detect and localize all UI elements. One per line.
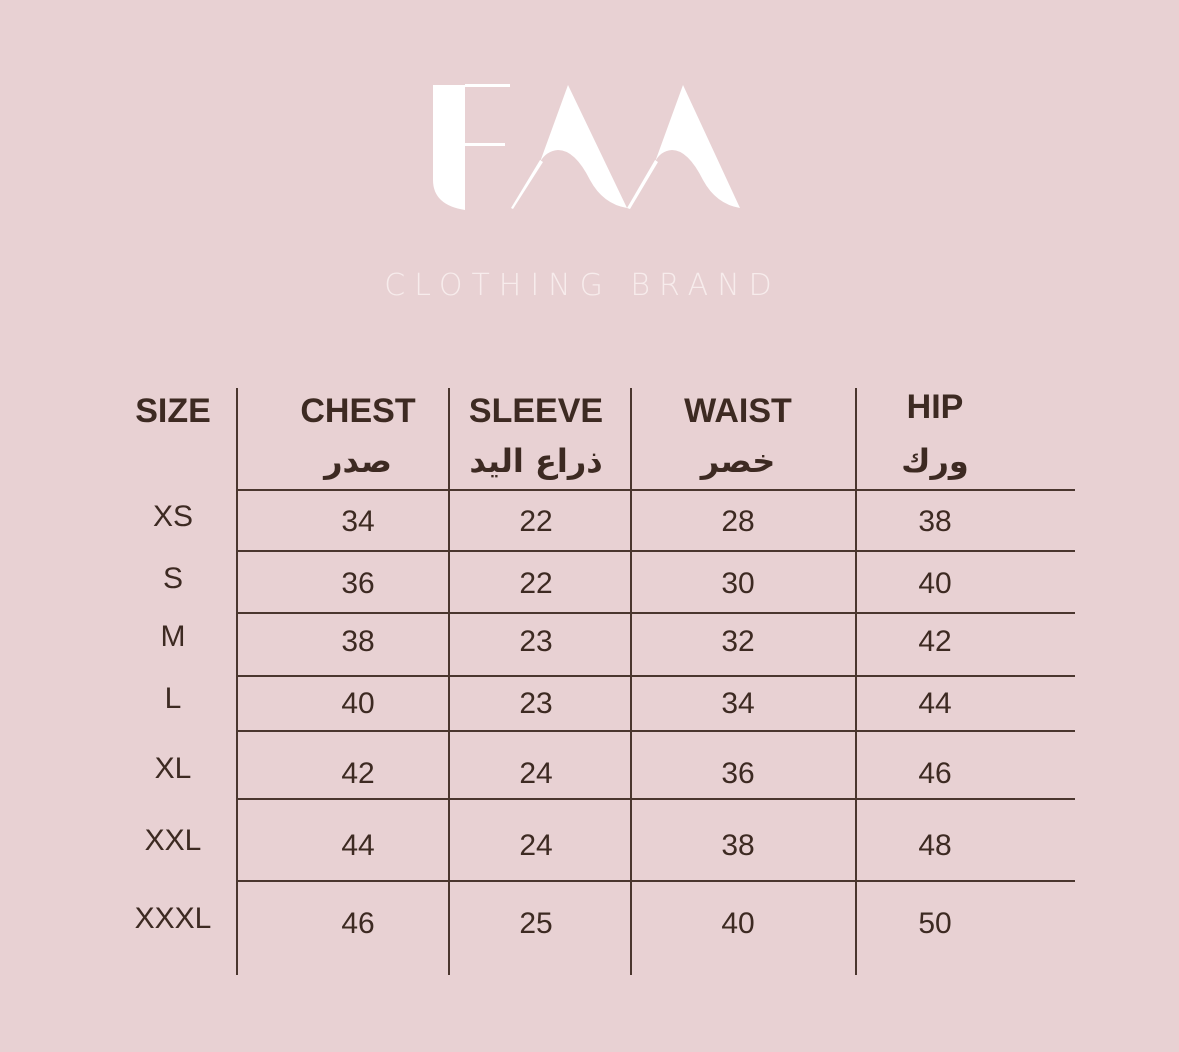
measurement-cell: 23 — [519, 687, 553, 720]
measurement-cell: 34 — [721, 687, 755, 720]
measurement-cell: 30 — [721, 567, 755, 600]
measurement-cell: 28 — [721, 505, 755, 538]
measurement-cell: 22 — [519, 505, 553, 538]
column-divider — [630, 388, 632, 975]
measurement-cell: 44 — [918, 687, 952, 720]
measurement-cell: 24 — [519, 829, 553, 862]
column-divider — [855, 388, 857, 975]
measurement-cell: 32 — [721, 625, 755, 658]
row-divider — [237, 880, 1075, 882]
row-divider — [237, 612, 1075, 614]
measurement-cell: 48 — [918, 829, 952, 862]
header-chest: CHEST — [300, 392, 416, 430]
measurement-cell: 36 — [721, 757, 755, 790]
measurement-cell: 34 — [341, 505, 375, 538]
row-divider — [237, 675, 1075, 677]
header-arabic-waist: خصر — [700, 442, 776, 480]
measurement-cell: 40 — [341, 687, 375, 720]
size-label: XS — [152, 500, 194, 533]
column-divider — [448, 388, 450, 975]
measurement-cell: 42 — [918, 625, 952, 658]
row-divider — [237, 489, 1075, 491]
measurement-cell: 38 — [721, 829, 755, 862]
header-arabic-hip: ورك — [901, 442, 969, 480]
header-arabic-chest: صدر — [324, 442, 392, 480]
measurement-cell: 46 — [341, 907, 375, 940]
measurement-cell: 22 — [519, 567, 553, 600]
row-divider — [237, 798, 1075, 800]
size-label: L — [164, 682, 182, 715]
measurement-cell: 38 — [918, 505, 952, 538]
header-sleeve: SLEEVE — [468, 392, 604, 430]
measurement-cell: 42 — [341, 757, 375, 790]
size-label: M — [160, 620, 186, 653]
header-size: SIZE — [135, 392, 211, 430]
measurement-cell: 23 — [519, 625, 553, 658]
row-divider — [237, 550, 1075, 552]
measurement-cell: 24 — [519, 757, 553, 790]
size-label: S — [162, 562, 183, 595]
brand-tagline: CLOTHING BRAND — [384, 268, 781, 303]
row-divider — [237, 730, 1075, 732]
header-waist: WAIST — [684, 392, 792, 430]
measurement-cell: 40 — [918, 567, 952, 600]
measurement-cell: 38 — [341, 625, 375, 658]
size-label: XXL — [144, 824, 202, 857]
size-label: XXXL — [134, 902, 212, 935]
brand-logo — [433, 84, 740, 210]
header-arabic-sleeve: ذراع اليد — [469, 442, 603, 480]
measurement-cell: 40 — [721, 907, 755, 940]
measurement-cell: 44 — [341, 829, 375, 862]
column-divider — [236, 388, 238, 975]
measurement-cell: 46 — [918, 757, 952, 790]
measurement-cell: 36 — [341, 567, 375, 600]
measurement-cell: 25 — [519, 907, 553, 940]
header-hip: HIP — [906, 388, 964, 426]
measurement-cell: 50 — [918, 907, 952, 940]
size-label: XL — [154, 752, 192, 785]
